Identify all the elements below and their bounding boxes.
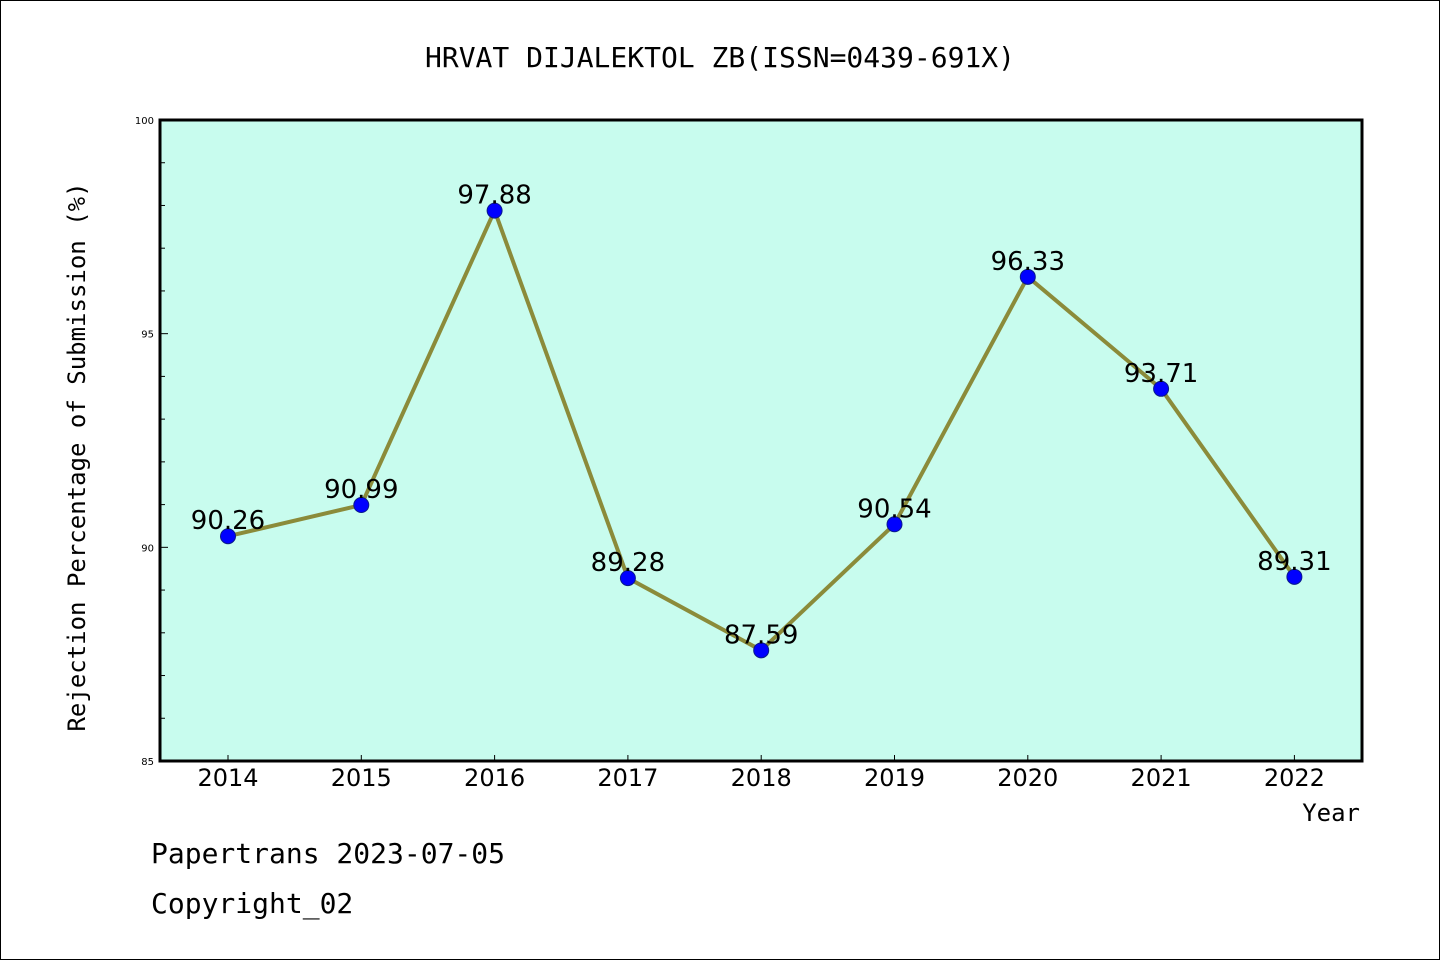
data-label: 90.54 bbox=[857, 494, 931, 524]
data-label: 87.59 bbox=[724, 620, 798, 650]
x-tick-label: 2019 bbox=[864, 764, 925, 792]
data-label: 93.71 bbox=[1124, 359, 1198, 389]
data-point-marker bbox=[1153, 380, 1170, 397]
data-point-marker bbox=[1019, 268, 1036, 285]
x-axis: 2014 2015 2016 2017 2018 2019 2020 2021 2022 bbox=[197, 755, 1325, 792]
data-label: 89.28 bbox=[591, 548, 665, 578]
data-label: 97.88 bbox=[457, 181, 531, 211]
data-point-marker bbox=[353, 497, 370, 514]
data-label: 96.33 bbox=[991, 247, 1065, 277]
y-axis-label: Rejection Percentage of Submission (%) bbox=[63, 182, 91, 731]
data-point-marker bbox=[486, 202, 503, 219]
x-tick-label: 2018 bbox=[731, 764, 792, 792]
data-label: 90.99 bbox=[324, 475, 398, 505]
y-tick-label: 100 bbox=[135, 116, 154, 127]
data-point-marker bbox=[753, 642, 770, 659]
series-layer: 90.26 90.99 97.88 89.28 87.59 90.54 96.33 93.71… bbox=[191, 181, 1332, 659]
plot-area bbox=[158, 118, 1364, 763]
data-point-marker bbox=[619, 570, 636, 587]
y-axis: 85 90 95 100 bbox=[135, 116, 168, 768]
y-tick-label: 95 bbox=[141, 330, 154, 341]
data-label: 89.31 bbox=[1257, 547, 1331, 577]
x-tick-label: 2022 bbox=[1264, 764, 1325, 792]
data-point-marker bbox=[1286, 568, 1303, 585]
data-label: 90.26 bbox=[191, 506, 265, 536]
x-tick-label: 2015 bbox=[331, 764, 392, 792]
x-tick-label: 2020 bbox=[997, 764, 1058, 792]
footer-copyright-text: Copyright_02 bbox=[151, 887, 354, 920]
x-tick-label: 2017 bbox=[597, 764, 658, 792]
x-tick-label: 2016 bbox=[464, 764, 525, 792]
data-point-marker bbox=[886, 516, 903, 533]
y-tick-label: 85 bbox=[141, 757, 154, 768]
x-tick-label: 2021 bbox=[1131, 764, 1192, 792]
chart-title: HRVAT DIJALEKTOL ZB(ISSN=0439-691X) bbox=[425, 41, 1015, 74]
footer-date-text: Papertrans 2023-07-05 bbox=[151, 837, 506, 870]
x-axis-label: Year bbox=[1302, 799, 1360, 827]
data-point-marker bbox=[220, 528, 236, 545]
x-tick-label: 2014 bbox=[197, 764, 258, 792]
y-tick-label: 90 bbox=[141, 543, 154, 554]
